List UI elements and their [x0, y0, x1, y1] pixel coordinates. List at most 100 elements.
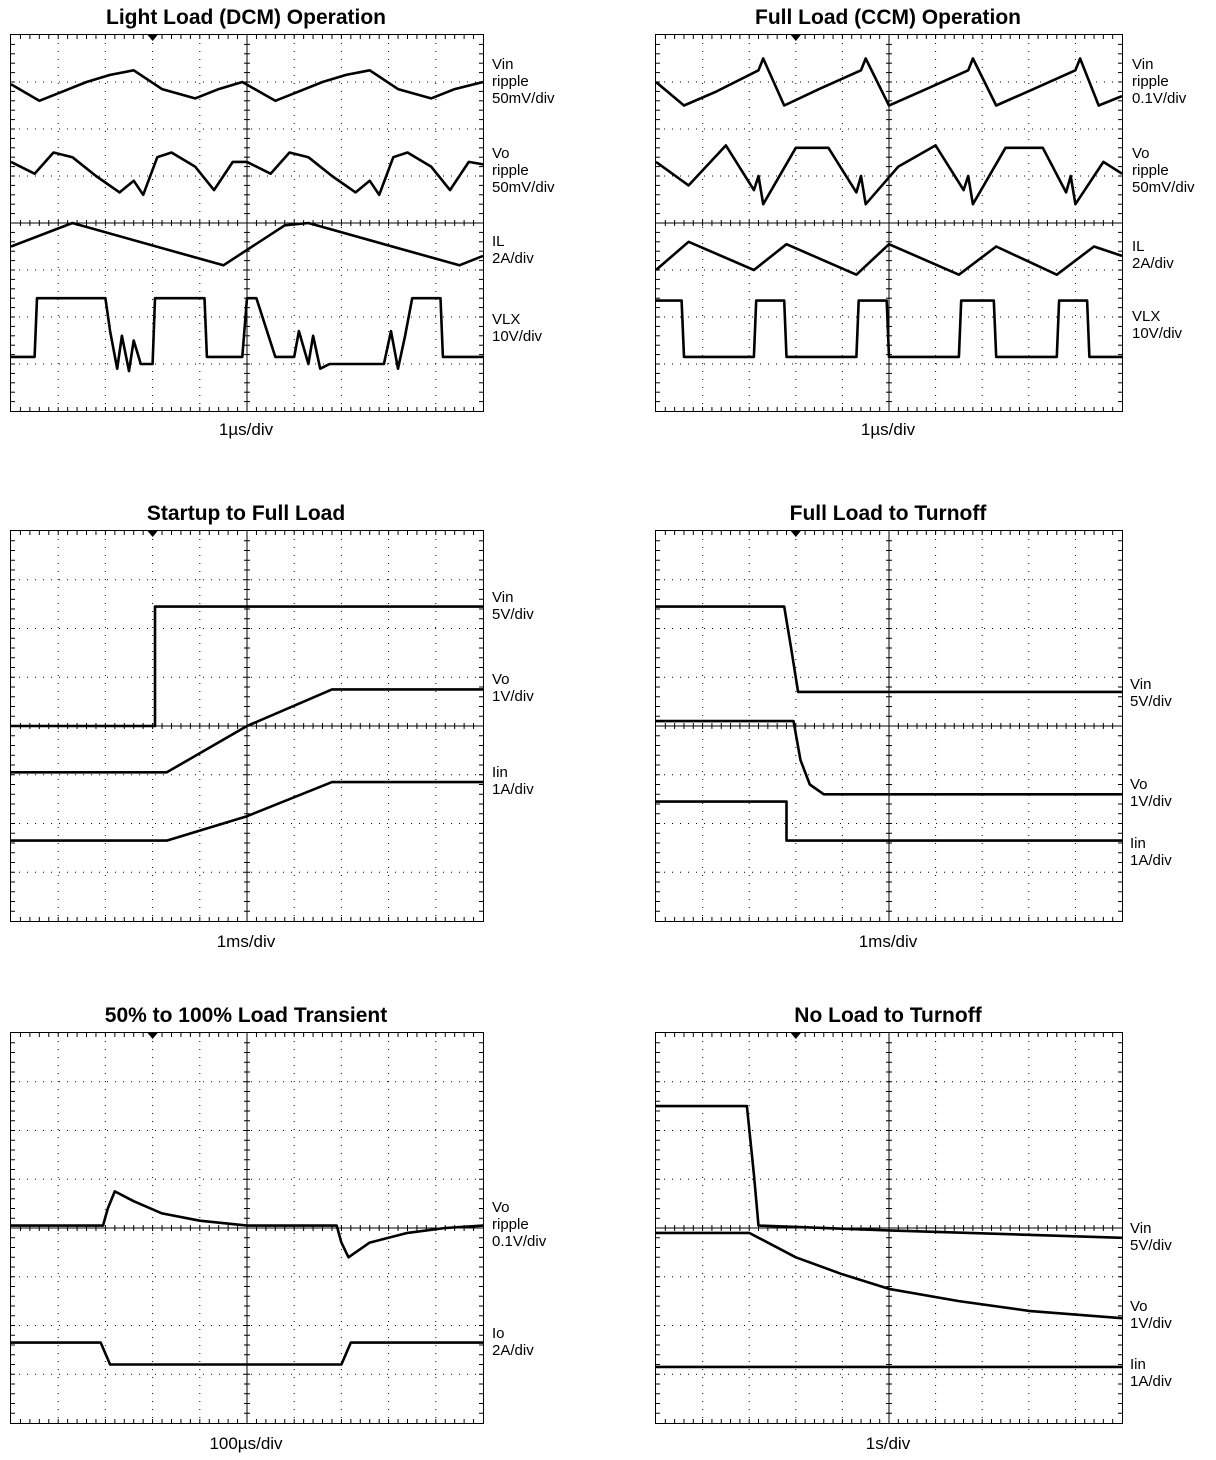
trigger-marker [147, 531, 158, 537]
trace-label: Vo ripple 50mV/div [492, 145, 555, 196]
trace-label: Io 2A/div [492, 1325, 534, 1359]
trace-label: Vin ripple 0.1V/div [1132, 56, 1186, 107]
trace-label-line: Vin [1130, 1219, 1152, 1237]
trace-vo-ripple [656, 144, 1122, 206]
chart-title: Light Load (DCM) Operation [106, 6, 386, 29]
scope-plot [11, 531, 483, 921]
trace-label: Vo 1V/div [1130, 1298, 1172, 1332]
scope-screen [10, 530, 484, 922]
trace-iin [656, 800, 1122, 842]
trigger-marker [790, 35, 801, 41]
trace-label: Vo ripple 50mV/div [1132, 145, 1195, 196]
chart-title: Full Load (CCM) Operation [755, 6, 1021, 29]
trace-label-line: 0.1V/div [1132, 89, 1187, 107]
trace-label-line: Vo [1130, 1297, 1148, 1315]
trace-label-line: 0.1V/div [492, 1233, 547, 1251]
trace-label-line: 5V/div [492, 605, 534, 623]
trace-label-line: Vin [492, 55, 514, 73]
trace-label-line: Io [492, 1324, 505, 1342]
trace-label: Vo 1V/div [1130, 776, 1172, 810]
trace-label-line: Vin [1130, 676, 1152, 694]
trace-label-line: 1A/div [492, 781, 534, 799]
time-scale-label: 1s/div [865, 1434, 911, 1453]
trace-vo-ripple [11, 1190, 483, 1259]
trace-label-line: IL [1132, 237, 1145, 255]
trace-label-line: Iin [492, 764, 508, 782]
trigger-marker [790, 531, 801, 537]
scope-plot [656, 1033, 1122, 1423]
time-scale-label: 1ms/div [858, 932, 918, 951]
trace-label: IL 2A/div [492, 233, 534, 267]
trace-vin-ripple [11, 69, 483, 103]
scope-plot [656, 531, 1122, 921]
trigger-marker [147, 1033, 158, 1039]
trace-vin [656, 605, 1122, 694]
trace-label-line: 1A/div [1130, 1373, 1172, 1391]
trace-label-line: ripple [492, 1216, 529, 1234]
center-axes [11, 1033, 483, 1423]
scope-screen [10, 1032, 484, 1424]
trace-label: Iin 1A/div [492, 764, 534, 798]
trace-label-line: 50mV/div [492, 89, 555, 107]
trace-label: Vo ripple 0.1V/div [492, 1199, 546, 1250]
trace-il [11, 221, 483, 267]
trace-label-line: 2A/div [492, 1341, 534, 1359]
trace-label: Iin 1A/div [1130, 1356, 1172, 1390]
trace-label-line: 5V/div [1130, 693, 1172, 711]
trace-label-line: Vo [492, 1199, 510, 1217]
trace-label-line: VLX [492, 310, 521, 328]
trace-label-line: VLX [1132, 308, 1161, 326]
trace-label: Vin ripple 50mV/div [492, 56, 555, 107]
scope-screen [10, 34, 484, 412]
trace-label: VLX 10V/div [492, 311, 542, 345]
chart-title: No Load to Turnoff [794, 1004, 982, 1027]
trace-label: VLX 10V/div [1132, 308, 1182, 342]
trace-label-line: 10V/div [1132, 325, 1183, 343]
trace-label: IL 2A/div [1132, 238, 1174, 272]
center-axes [656, 531, 1122, 921]
trace-label: Vin 5V/div [492, 589, 534, 623]
trace-vlx [11, 296, 483, 373]
time-scale-label: 1ms/div [216, 932, 276, 951]
trace-label-line: 10V/div [492, 327, 543, 345]
trace-label-line: 50mV/div [1132, 178, 1195, 196]
trace-label-line: 50mV/div [492, 178, 555, 196]
trace-label-line: Iin [1130, 834, 1146, 852]
trace-il [656, 240, 1122, 276]
trace-vin-ripple [656, 57, 1122, 107]
scope-plot [656, 35, 1122, 411]
scope-screen [655, 34, 1123, 412]
trace-vin [11, 605, 483, 728]
trace-label-line: Vin [1132, 55, 1154, 73]
trace-label-line: Vo [492, 144, 510, 162]
trace-label-line: Vo [1132, 144, 1150, 162]
scope-plot [11, 1033, 483, 1423]
trace-label-line: ripple [492, 161, 529, 179]
scope-screen [655, 1032, 1123, 1424]
scope-screen [655, 530, 1123, 922]
trace-label-line: Iin [1130, 1356, 1146, 1374]
trace-label-line: 2A/div [1132, 254, 1174, 272]
chart-title: Startup to Full Load [146, 502, 346, 525]
trace-io [11, 1341, 483, 1366]
trace-label-line: 1V/div [1130, 1314, 1172, 1332]
trigger-marker [147, 35, 158, 41]
trace-label-line: 5V/div [1130, 1236, 1172, 1254]
trace-label: Vin 5V/div [1130, 676, 1172, 710]
trace-label-line: Vo [1130, 776, 1148, 794]
scope-plot [11, 35, 483, 411]
trace-label-line: IL [492, 233, 505, 251]
trace-label-line: Vin [492, 588, 514, 606]
trace-vin [656, 1104, 1122, 1240]
trace-label-line: ripple [1132, 161, 1169, 179]
trace-label-line: 1V/div [1130, 793, 1172, 811]
trace-vo [656, 719, 1122, 796]
trace-label-line: Vo [492, 671, 510, 689]
chart-title: 50% to 100% Load Transient [104, 1004, 388, 1027]
trace-iin [11, 780, 483, 842]
trace-vlx [656, 299, 1122, 359]
trace-label-line: 2A/div [492, 250, 534, 268]
time-scale-label: 1µs/div [218, 420, 274, 439]
trace-vo [656, 1231, 1122, 1320]
trace-label-line: ripple [492, 72, 529, 90]
